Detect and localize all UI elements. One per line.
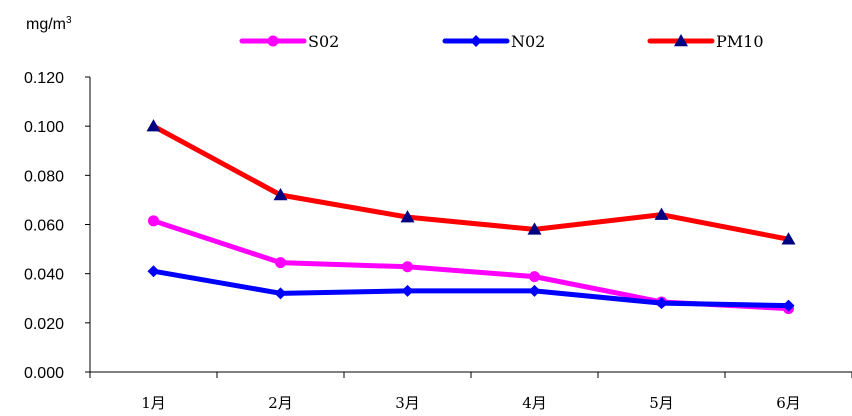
data-point-pm10	[654, 207, 669, 220]
data-point-so2	[148, 215, 159, 227]
y-tick-label: 0.100	[24, 119, 64, 136]
legend-label: PM10	[716, 32, 764, 51]
x-tick-label: 1月	[141, 394, 166, 412]
x-tick-label: 3月	[395, 394, 420, 412]
x-tick-label: 2月	[268, 394, 293, 412]
y-tick-label: 0.000	[24, 365, 64, 382]
data-point-no2	[401, 284, 414, 297]
x-tick-label: 5月	[649, 394, 674, 412]
x-tick-label: 6月	[776, 394, 801, 412]
series-so2	[148, 215, 794, 315]
data-point-pm10	[273, 188, 288, 201]
data-point-no2	[655, 297, 668, 310]
data-point-pm10	[527, 222, 542, 235]
series-pm10	[146, 119, 796, 245]
legend-swatch-marker	[267, 35, 279, 47]
x-tick-labels: 1月 2月 3月 4月 5月 6月	[141, 394, 801, 412]
y-axis-unit-label: mg/m3	[26, 15, 72, 33]
data-point-so2	[402, 261, 413, 273]
legend-swatch-marker	[674, 34, 688, 47]
y-tick-labels: 0.000 0.020 0.040 0.060 0.080 0.100 0.120	[24, 70, 64, 382]
data-point-no2	[274, 287, 287, 300]
legend-item-no2: N02	[442, 32, 545, 51]
axes	[85, 76, 852, 378]
data-point-no2	[147, 265, 160, 278]
legend-label: N02	[511, 32, 545, 51]
legend: S02 N02 PM10	[239, 32, 764, 51]
x-tick-label: 4月	[522, 394, 547, 412]
series-line-no2	[151, 268, 791, 309]
data-point-so2	[275, 257, 286, 269]
data-point-so2	[529, 271, 540, 283]
y-tick-label: 0.120	[24, 70, 64, 87]
data-point-pm10	[781, 232, 796, 245]
y-tick-label: 0.060	[24, 218, 64, 235]
data-point-pm10	[400, 210, 415, 223]
legend-swatch-marker	[470, 35, 482, 47]
series-line-pm10	[151, 123, 791, 242]
series-no2	[147, 265, 795, 312]
legend-label: S02	[308, 32, 339, 51]
data-point-no2	[528, 284, 541, 297]
y-tick-label: 0.080	[24, 168, 64, 185]
series-group	[146, 119, 796, 315]
data-point-pm10	[146, 119, 161, 132]
data-point-no2	[782, 299, 795, 312]
y-tick-label: 0.040	[24, 267, 64, 284]
y-tick-label: 0.020	[24, 316, 64, 333]
legend-item-pm10: PM10	[647, 32, 764, 51]
series-line-so2	[151, 218, 791, 312]
legend-item-so2: S02	[239, 32, 339, 51]
